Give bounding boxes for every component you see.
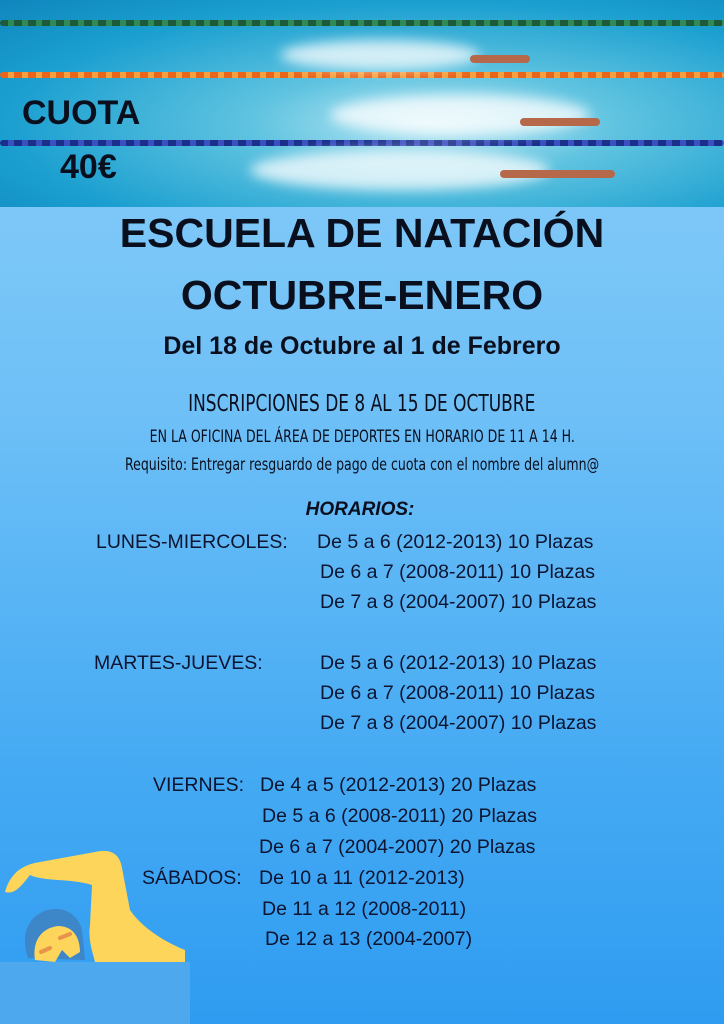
water-splash	[250, 150, 550, 190]
registration-requirement: Requisito: Entregar resguardo de pago de…	[124, 455, 600, 475]
page-title: ESCUELA DE NATACIÓN	[119, 210, 605, 256]
days-label: SÁBADOS:	[142, 867, 242, 889]
days-label: MARTES-JUEVES:	[94, 652, 263, 674]
course-dates: Del 18 de Octubre al 1 de Febrero	[163, 332, 561, 360]
swimmer	[500, 170, 615, 178]
lane-rope	[0, 140, 724, 146]
schedule-slot: De 5 a 6 (2012-2013) 10 Plazas	[320, 652, 597, 674]
schedule-slot: De 4 a 5 (2012-2013) 20 Plazas	[260, 774, 537, 796]
registration-dates: INSCRIPCIONES DE 8 AL 15 DE OCTUBRE	[188, 391, 536, 417]
days-label: VIERNES:	[153, 774, 245, 796]
schedule-slot: De 12 a 13 (2004-2007)	[265, 928, 473, 950]
days-label: LUNES-MIERCOLES:	[96, 531, 288, 553]
fee-label: CUOTA	[22, 94, 141, 132]
schedule-slot: De 6 a 7 (2004-2007) 20 Plazas	[259, 836, 536, 858]
schedule-slot: De 5 a 6 (2012-2013) 10 Plazas	[317, 531, 594, 553]
registration-place: EN LA OFICINA DEL ÁREA DE DEPORTES EN HO…	[149, 427, 575, 447]
schedule-heading: HORARIOS:	[305, 499, 415, 520]
registration-dates-line: INSCRIPCIONES DE 8 AL 15 DE OCTUBRE	[0, 390, 724, 417]
fee-amount: 40€	[60, 148, 117, 186]
schedule-slot: De 10 a 11 (2012-2013)	[259, 867, 465, 889]
water-splash	[330, 95, 590, 135]
schedule-slot: De 6 a 7 (2008-2011) 10 Plazas	[320, 682, 595, 704]
page-subtitle: OCTUBRE-ENERO	[180, 272, 544, 318]
swimmer	[520, 118, 600, 126]
schedule-slot: De 5 a 6 (2008-2011) 20 Plazas	[262, 805, 537, 827]
swimmer	[470, 55, 530, 63]
registration-place-line: EN LA OFICINA DEL ÁREA DE DEPORTES EN HO…	[0, 427, 724, 447]
swimmer-icon	[0, 850, 190, 1024]
schedule-slot: De 7 a 8 (2004-2007) 10 Plazas	[320, 591, 597, 613]
lane-rope	[0, 20, 724, 26]
schedule-slot: De 6 a 7 (2008-2011) 10 Plazas	[320, 561, 595, 583]
water-splash	[280, 40, 480, 70]
schedule-slot: De 11 a 12 (2008-2011)	[262, 898, 467, 920]
schedule-slot: De 7 a 8 (2004-2007) 10 Plazas	[320, 712, 597, 734]
lane-rope	[0, 72, 724, 78]
registration-requirement-line: Requisito: Entregar resguardo de pago de…	[0, 455, 724, 475]
pool-photo: CUOTA 40€	[0, 0, 724, 207]
